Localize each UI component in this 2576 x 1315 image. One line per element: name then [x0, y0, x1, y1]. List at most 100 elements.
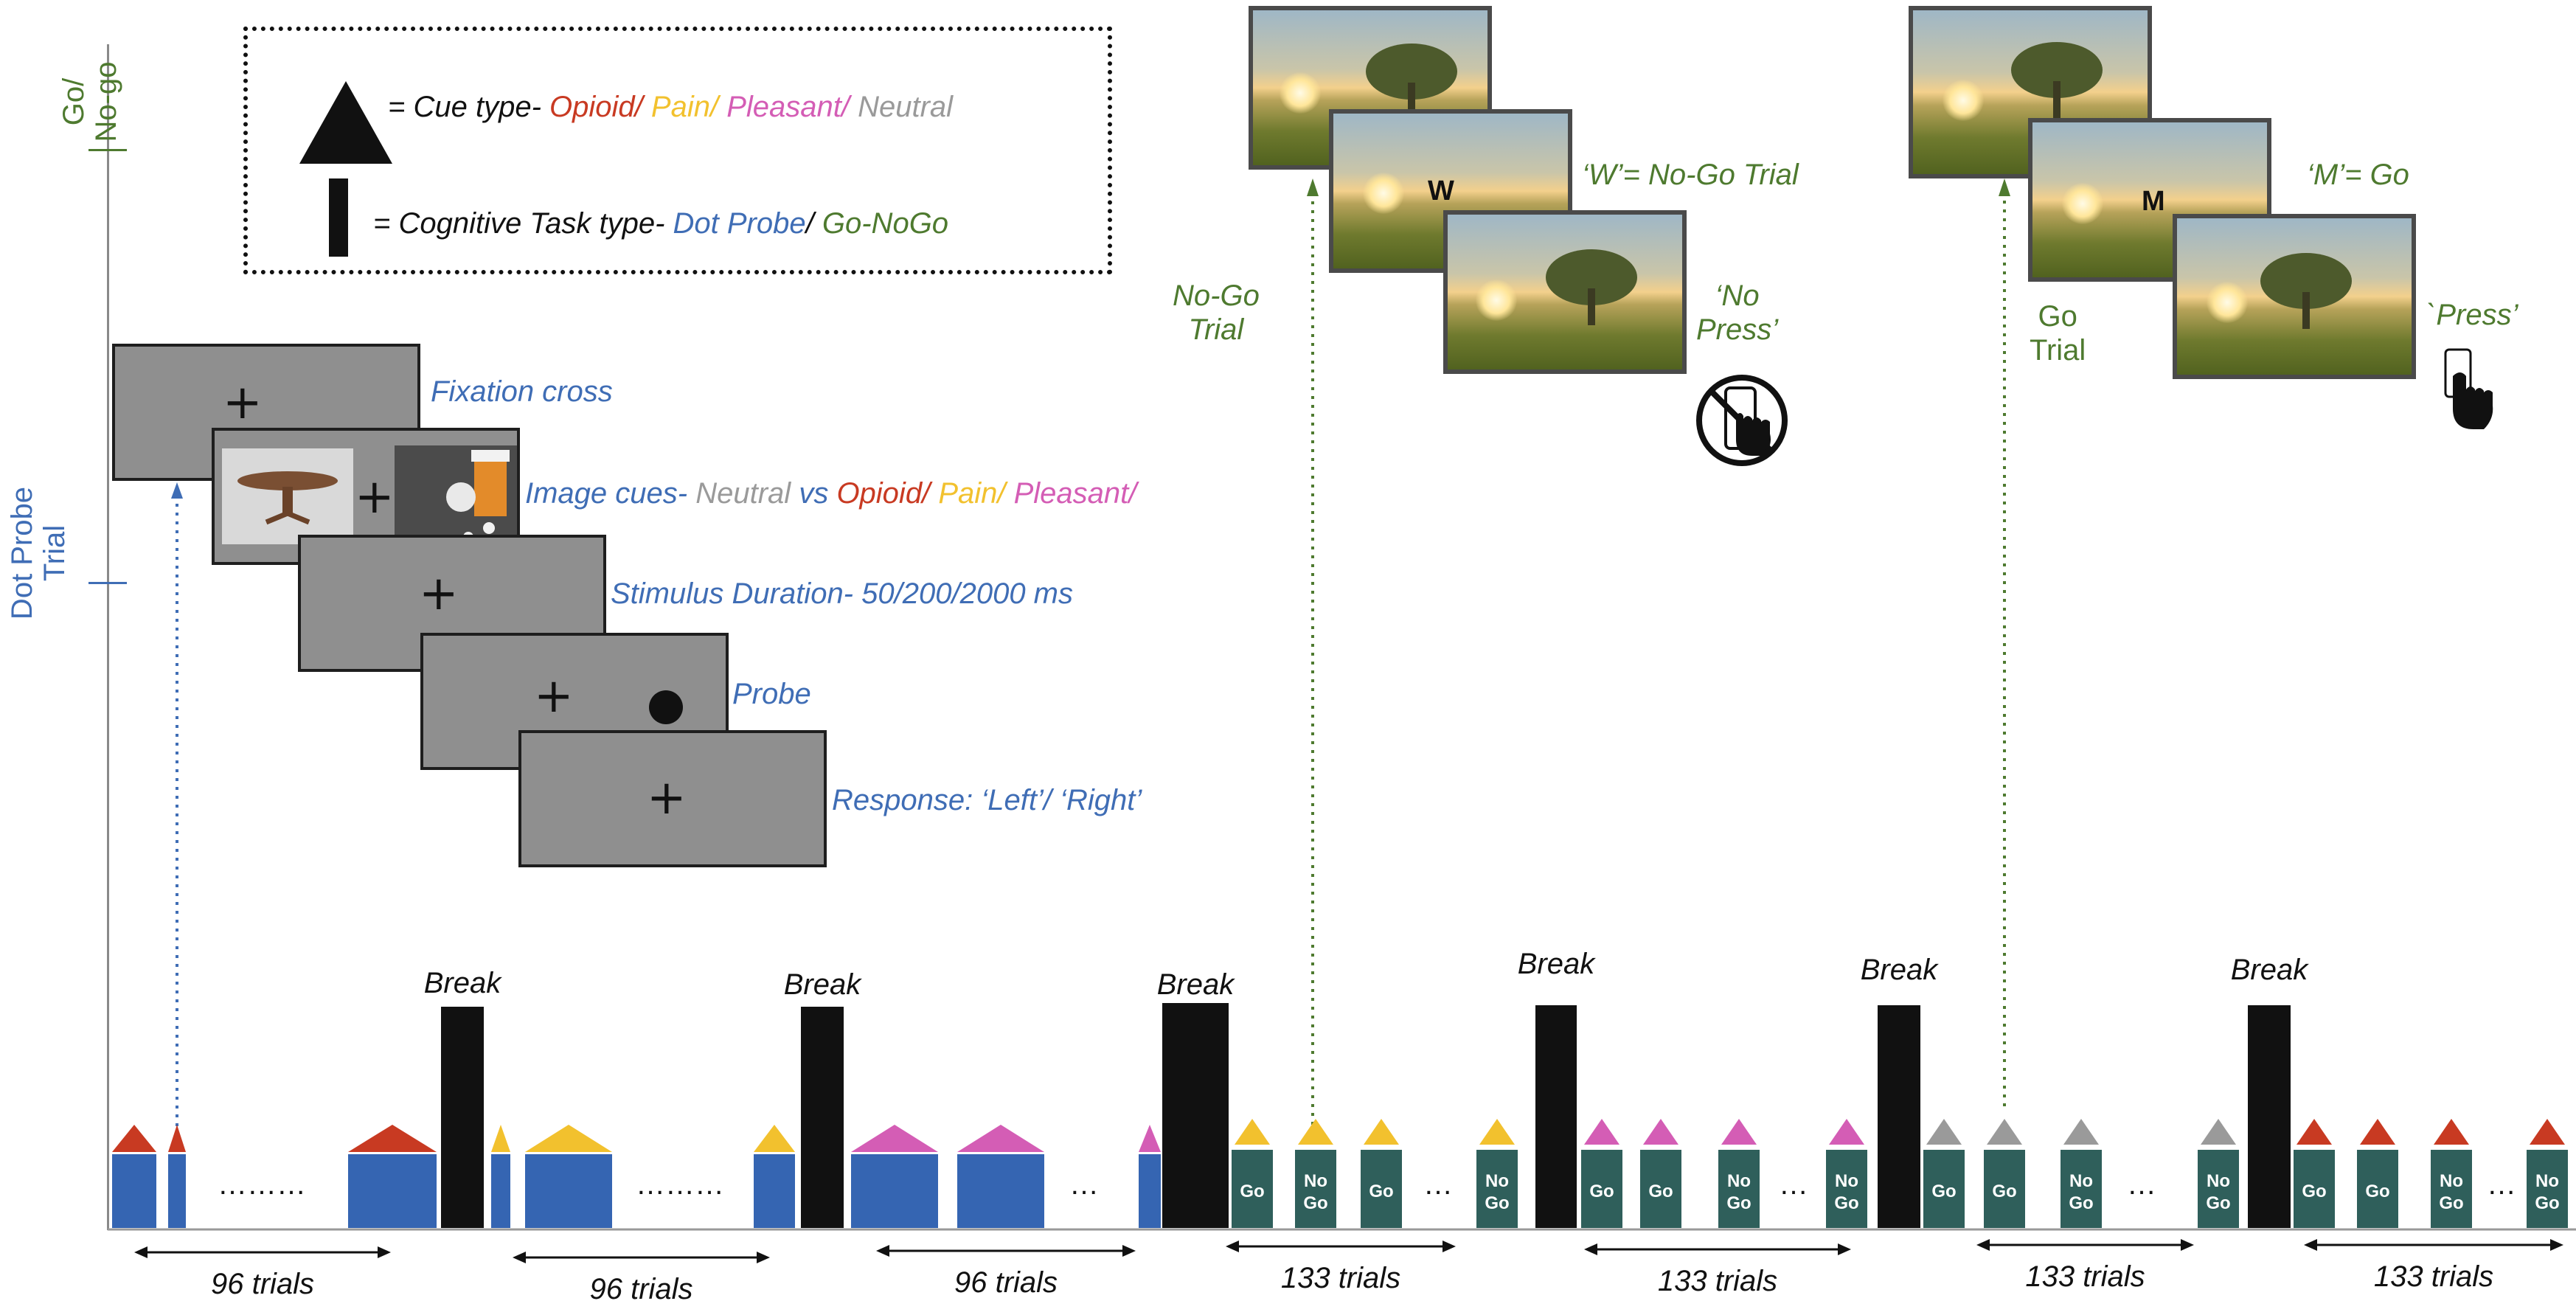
go-trial-bar [1232, 1150, 1273, 1228]
sun-icon [2062, 183, 2103, 224]
cue-triangle [1298, 1119, 1333, 1145]
stimulus-duration-label: Stimulus Duration- 50/200/2000 ms [611, 577, 1073, 610]
dot-probe-axis-label-line1: Dot Probe [6, 486, 38, 620]
cue-triangle [754, 1125, 795, 1152]
cue-triangle [1139, 1125, 1161, 1152]
nogo-bar-label: Go [1485, 1193, 1509, 1213]
go-photo-3 [2173, 214, 2416, 379]
trials-span-arrowhead [2550, 1239, 2563, 1251]
dot-probe-trial-bar [851, 1154, 938, 1228]
image-cues-vs: vs [799, 477, 829, 510]
nogo-letter-w: W [1428, 176, 1454, 207]
nogo-trial-bar [1295, 1150, 1336, 1228]
response-cross-icon: + [647, 771, 687, 825]
nogo-bar-label: Go [2439, 1193, 2463, 1213]
go-trial-label-line2: Trial [2030, 334, 2086, 367]
dot-probe-trial-bar [754, 1154, 795, 1228]
trials-span-arrowhead [378, 1246, 391, 1258]
go-bar-label: Go [1931, 1182, 1956, 1201]
nogo-bar-label: Go [2535, 1193, 2559, 1213]
go-nogo-axis-tick [88, 149, 127, 151]
fixation-cross-icon: + [223, 375, 263, 430]
break-bar [1535, 1005, 1577, 1228]
cue-triangle [1987, 1119, 2022, 1145]
pill-bottle-icon [446, 450, 510, 542]
nogo-photo-3 [1443, 210, 1687, 374]
go-bar-label: Go [1648, 1182, 1673, 1201]
go-trial-bar [1923, 1150, 1965, 1228]
ellipsis: … [1423, 1168, 1453, 1201]
legend-cue-pleasant: Pleasant/ [726, 91, 850, 123]
cue-triangle [2201, 1119, 2236, 1145]
cue-triangle [1829, 1119, 1864, 1145]
stimulus-cross-icon: + [419, 566, 459, 621]
go-trial-label: Go Trial [2030, 299, 2086, 367]
neutral-table-image [222, 448, 353, 544]
nogo-letter-caption: ‘W’= No-Go Trial [1582, 159, 1799, 191]
nogo-bar-label: No [2207, 1171, 2230, 1191]
ellipsis: … [1069, 1168, 1099, 1201]
go-letter-caption: ‘M’= Go [2307, 159, 2409, 191]
dot-probe-axis-label: Dot Probe Trial [6, 465, 71, 642]
sun-icon [1280, 72, 1321, 114]
nogo-trial-bar [2431, 1150, 2472, 1228]
trials-label-block2: 96 trials [589, 1273, 692, 1305]
nogo-bar-label: No [2069, 1171, 2093, 1191]
legend-task-prefix: = Cognitive Task type- [373, 207, 665, 240]
nogo-bar-label: No [2535, 1171, 2559, 1191]
break-label: Break [1157, 968, 1235, 1001]
image-cues-cross-icon: + [355, 470, 395, 524]
nogo-response-caption: ‘No Press’ [1696, 279, 1778, 347]
break-bar [441, 1007, 484, 1228]
cue-triangle [1721, 1119, 1757, 1145]
go-nogo-axis-label-line1: Go/ [58, 77, 90, 126]
nogo-bar-label: Go [2206, 1193, 2230, 1213]
go-bar-label: Go [2365, 1182, 2389, 1201]
image-cues-pleasant: Pleasant/ [1013, 477, 1137, 510]
cue-triangle [491, 1125, 510, 1152]
cue-triangle [525, 1125, 612, 1152]
go-trial-bar [2357, 1150, 2398, 1228]
go-trial-bar [1640, 1150, 1681, 1228]
tree-icon [2260, 253, 2352, 329]
ellipsis: ……… [636, 1168, 724, 1201]
break-label: Break [2231, 954, 2309, 986]
ellipsis: … [2487, 1168, 2516, 1201]
legend-task-dotprobe: Dot Probe [673, 207, 806, 240]
nogo-trial-bar [2061, 1150, 2102, 1228]
fixation-label: Fixation cross [431, 375, 613, 408]
trials-label-block5: 133 trials [1658, 1265, 1777, 1297]
response-screen: + [518, 730, 827, 867]
cue-triangle [851, 1125, 938, 1152]
go-trial-bar [1581, 1150, 1622, 1228]
go-bar-label: Go [1589, 1182, 1614, 1201]
nogo-response-caption-line1: ‘No [1715, 280, 1760, 312]
go-bar-label: Go [1369, 1182, 1393, 1201]
dot-probe-trial-bar [957, 1154, 1044, 1228]
go-bar-label: Go [1240, 1182, 1264, 1201]
trials-label-block7: 133 trials [2374, 1260, 2493, 1293]
tree-icon [1366, 44, 1457, 119]
go-trial-bar [2294, 1150, 2335, 1228]
legend-box: = Cue type- Opioid/ Pain/ Pleasant/ Neut… [243, 27, 1112, 274]
break-bar [2248, 1005, 2291, 1228]
legend-task-slash: / [805, 207, 814, 240]
nogo-trial-label-line1: No-Go [1173, 280, 1260, 312]
nogo-dotted-arrow [1307, 178, 1319, 1125]
trials-label-block3: 96 trials [954, 1266, 1058, 1299]
legend-cue-line: = Cue type- Opioid/ Pain/ Pleasant/ Neut… [388, 90, 953, 124]
dot-probe-trial-bar [168, 1154, 186, 1228]
dot-probe-axis-label-line2: Trial [38, 524, 71, 582]
cue-triangle [1643, 1119, 1678, 1145]
nogo-bar-label: Go [1834, 1193, 1858, 1213]
press-hand-icon [2444, 348, 2493, 429]
nogo-bar-label: No [1835, 1171, 1858, 1191]
go-bar-label: Go [2302, 1182, 2326, 1201]
go-response-caption: `Press’ [2426, 299, 2518, 331]
break-label: Break [424, 967, 502, 999]
probe-label: Probe [732, 678, 811, 710]
nogo-trial-bar [2198, 1150, 2239, 1228]
cue-triangle [168, 1125, 186, 1152]
cue-triangle [1364, 1119, 1399, 1145]
